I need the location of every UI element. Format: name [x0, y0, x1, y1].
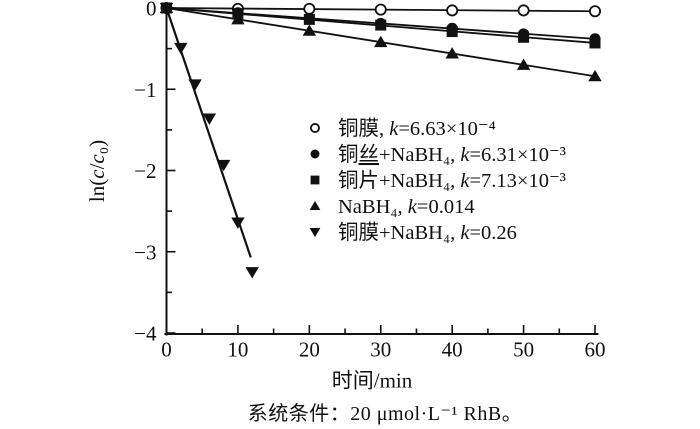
- legend-item-1: 铜丝+NaBH₄, k=6.31×10⁻³: [310, 143, 566, 166]
- filled-up-triangle-marker: [302, 24, 317, 36]
- y-tick-label: −3: [134, 240, 156, 264]
- x-tick-label: 40: [442, 338, 463, 362]
- open-circle-marker: [517, 4, 530, 17]
- label-segment: 铜膜+NaBH₄: [338, 221, 450, 244]
- y-tick-labels: 0 −1 −2 −3 −4: [134, 0, 157, 346]
- label-segment: k: [460, 222, 470, 244]
- label-segment: k: [408, 196, 418, 218]
- filled-square-marker: [303, 13, 315, 25]
- label-segment: 铜片+NaBH₄: [338, 169, 450, 192]
- legend-label: 铜膜+NaBH₄, k=0.26: [338, 221, 517, 244]
- x-axis-label: 时间/min: [332, 369, 413, 393]
- open-circle-marker: [589, 5, 602, 18]
- legend-item-3: NaBH₄, k=0.014: [309, 196, 475, 218]
- filled-up-triangle-marker: [231, 12, 245, 25]
- y-tick-label: −2: [134, 159, 156, 183]
- legend: 铜膜, k=6.63×10⁻⁴铜丝+NaBH₄, k=6.31×10⁻³铜片+N…: [309, 117, 566, 244]
- label-segment: =6.63×10⁻⁴: [398, 118, 495, 140]
- label-segment: 铜: [338, 143, 359, 166]
- label-segment: =7.13×10⁻³: [469, 170, 565, 192]
- label-segment: +NaBH₄: [379, 144, 450, 166]
- x-tick-label: 20: [299, 338, 320, 362]
- open-circle-marker: [310, 123, 320, 133]
- label-segment: NaBH₄: [338, 196, 398, 218]
- label-segment: k: [389, 118, 399, 140]
- filled-down-triangle-marker: [188, 79, 202, 91]
- y-axis-label: ln(c/c₀): [85, 140, 109, 202]
- legend-label: NaBH₄, k=0.014: [338, 196, 475, 218]
- label-segment: k: [460, 170, 470, 192]
- series-3-markers: [159, 1, 602, 82]
- label-segment: ,: [450, 170, 460, 192]
- y-tick-label: −4: [134, 322, 157, 346]
- series-0-markers: [160, 2, 602, 18]
- legend-item-4: 铜膜+NaBH₄, k=0.26: [309, 221, 517, 244]
- open-circle-marker: [303, 2, 316, 15]
- filled-square-marker: [589, 37, 601, 49]
- legend-label: 铜丝+NaBH₄, k=6.31×10⁻³: [338, 143, 566, 166]
- y-tick-label: 0: [146, 0, 157, 21]
- open-circle-marker: [446, 4, 459, 17]
- label-segment: =0.014: [417, 196, 475, 218]
- ticks: [165, 7, 596, 334]
- x-tick-labels: 0 10 20 30 40 50 60: [161, 338, 605, 362]
- filled-circle-marker: [310, 149, 320, 159]
- legend-item-0: 铜膜, k=6.63×10⁻⁴: [310, 117, 496, 140]
- label-segment: c: [85, 154, 109, 164]
- series-4-markers: [159, 3, 259, 279]
- filled-down-triangle-marker: [245, 267, 259, 279]
- label-segment: ln(: [85, 179, 109, 202]
- filled-up-triangle-marker: [445, 47, 459, 59]
- legend-item-2: 铜片+NaBH₄, k=7.13×10⁻³: [310, 169, 566, 192]
- filled-down-triangle-marker: [309, 228, 321, 238]
- filled-down-triangle-marker: [159, 3, 174, 15]
- x-tick-label: 10: [227, 338, 248, 362]
- filled-square-marker: [375, 19, 387, 31]
- label-segment: ,: [450, 144, 460, 166]
- filled-up-triangle-marker: [309, 200, 321, 210]
- x-tick-label: 30: [370, 338, 391, 362]
- x-tick-label: 0: [161, 338, 172, 362]
- label-segment: ₀): [85, 140, 109, 154]
- label-segment: ,: [398, 196, 408, 218]
- label-segment: =0.26: [469, 222, 516, 244]
- label-segment: /: [85, 163, 109, 169]
- filled-square-marker: [446, 26, 458, 38]
- filled-square-marker: [518, 31, 530, 43]
- figure-caption: 系统条件：20 μmol·L⁻¹ RhB。: [247, 403, 523, 425]
- label-segment: ,: [450, 222, 460, 244]
- label-segment: 丝: [359, 143, 380, 166]
- label-segment: =6.31×10⁻³: [469, 144, 565, 166]
- open-circle-marker: [374, 3, 387, 16]
- filled-up-triangle-marker: [374, 35, 388, 48]
- label-segment: ,: [379, 118, 389, 140]
- filled-down-triangle-marker: [216, 159, 231, 172]
- filled-up-triangle-marker: [516, 58, 531, 70]
- filled-up-triangle-marker: [588, 69, 602, 82]
- y-tick-label: −1: [134, 78, 156, 102]
- legend-label: 铜片+NaBH₄, k=7.13×10⁻³: [338, 169, 566, 192]
- filled-square-marker: [310, 175, 320, 185]
- legend-label: 铜膜, k=6.63×10⁻⁴: [338, 117, 496, 140]
- x-tick-label: 60: [585, 338, 606, 362]
- x-tick-label: 50: [513, 338, 534, 362]
- label-segment: c: [85, 169, 109, 179]
- filled-down-triangle-marker: [231, 217, 245, 229]
- filled-down-triangle-marker: [202, 113, 217, 125]
- label-segment: 铜膜: [338, 117, 379, 140]
- filled-down-triangle-marker: [174, 42, 188, 55]
- label-segment: k: [460, 144, 470, 166]
